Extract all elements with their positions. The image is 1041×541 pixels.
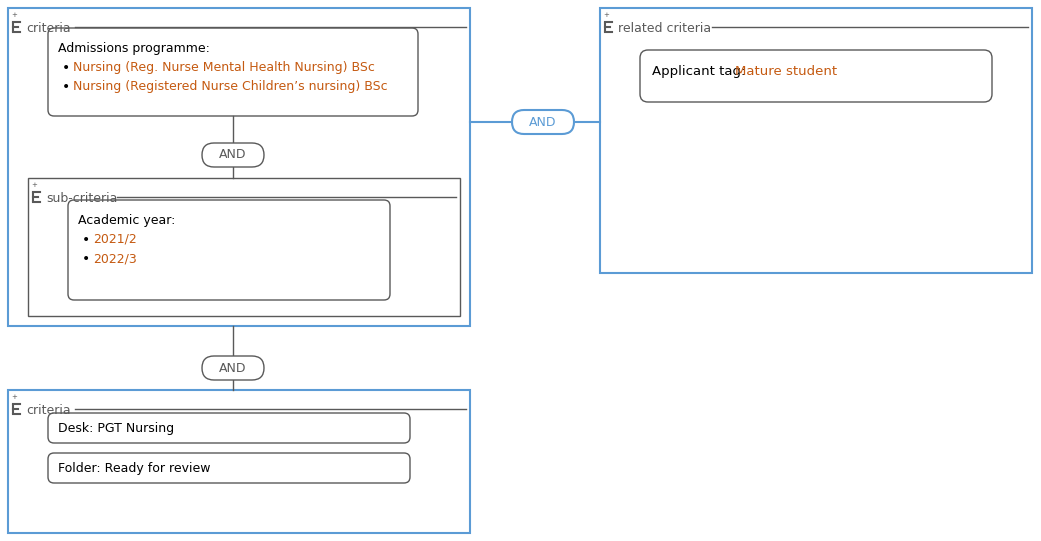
Text: 2022/3: 2022/3	[93, 252, 136, 265]
Text: •: •	[82, 252, 91, 266]
Text: related criteria: related criteria	[618, 22, 711, 35]
FancyBboxPatch shape	[202, 356, 264, 380]
Bar	[28, 178, 460, 316]
Text: criteria: criteria	[26, 404, 71, 417]
Bar	[8, 390, 469, 533]
Text: •: •	[62, 61, 70, 75]
Text: Mature student: Mature student	[735, 65, 837, 78]
Text: Admissions programme:: Admissions programme:	[58, 42, 210, 55]
Text: +: +	[11, 394, 17, 400]
Text: 2021/2: 2021/2	[93, 233, 136, 246]
Text: •: •	[82, 233, 91, 247]
FancyBboxPatch shape	[48, 413, 410, 443]
Text: •: •	[62, 80, 70, 94]
Text: +: +	[11, 12, 17, 18]
Bar	[8, 8, 469, 326]
Text: +: +	[603, 12, 609, 18]
Text: Nursing (Registered Nurse Children’s nursing) BSc: Nursing (Registered Nurse Children’s nur…	[73, 80, 387, 93]
FancyBboxPatch shape	[640, 50, 992, 102]
Text: Nursing (Reg. Nurse Mental Health Nursing) BSc: Nursing (Reg. Nurse Mental Health Nursin…	[73, 61, 375, 74]
FancyBboxPatch shape	[68, 200, 390, 300]
Text: Academic year:: Academic year:	[78, 214, 175, 227]
Text: AND: AND	[220, 361, 247, 374]
Text: criteria: criteria	[26, 22, 71, 35]
FancyBboxPatch shape	[512, 110, 574, 134]
Text: Folder: Ready for review: Folder: Ready for review	[58, 462, 210, 475]
Text: AND: AND	[529, 115, 557, 129]
Text: AND: AND	[220, 148, 247, 162]
Text: Desk: PGT Nursing: Desk: PGT Nursing	[58, 422, 174, 435]
Bar	[600, 8, 1032, 273]
FancyBboxPatch shape	[48, 28, 418, 116]
FancyBboxPatch shape	[48, 453, 410, 483]
FancyBboxPatch shape	[202, 143, 264, 167]
Text: +: +	[31, 182, 36, 188]
Text: sub-criteria: sub-criteria	[46, 192, 118, 205]
Text: Applicant tag:: Applicant tag:	[652, 65, 750, 78]
